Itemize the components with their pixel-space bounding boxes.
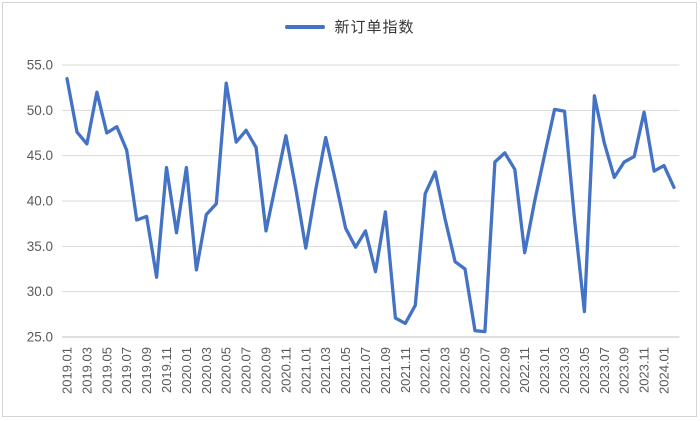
x-tick-label: 2021.01 (298, 347, 313, 394)
x-tick-label: 2020.07 (239, 347, 254, 394)
x-tick-label: 2022.03 (438, 347, 453, 394)
x-tick-label: 2022.01 (418, 347, 433, 394)
x-tick-label: 2024.01 (657, 347, 672, 394)
x-tick-label: 2020.11 (278, 347, 293, 393)
x-tick-label: 2023.03 (557, 347, 572, 394)
x-tick-label: 2023.07 (597, 347, 612, 394)
x-tick-label: 2023.09 (617, 347, 632, 394)
legend-label: 新订单指数 (334, 19, 415, 36)
x-tick-label: 2023.11 (637, 347, 652, 393)
legend-line-swatch (285, 24, 326, 29)
x-tick-label: 2022.09 (497, 347, 512, 394)
x-tick-label: 2019.03 (79, 347, 94, 394)
x-tick-label: 2019.09 (139, 347, 154, 394)
x-tick-label: 2021.09 (378, 347, 393, 394)
x-tick-label: 2021.07 (358, 347, 373, 394)
x-tick-label: 2020.09 (259, 347, 274, 394)
y-tick-label: 35.0 (27, 239, 53, 254)
y-tick-label: 25.0 (27, 330, 53, 345)
x-tick-label: 2019.11 (159, 347, 174, 393)
legend: 新订单指数 (0, 16, 700, 37)
x-tick-label: 2021.11 (398, 347, 413, 393)
x-tick-label: 2021.03 (318, 347, 333, 394)
x-tick-label: 2020.03 (199, 347, 214, 394)
gridlines (62, 64, 680, 338)
x-tick-label: 2022.11 (517, 347, 532, 393)
x-tick-label: 2021.05 (338, 347, 353, 394)
series-line-new-orders-index (65, 76, 676, 334)
x-tick-label: 2020.05 (219, 347, 234, 394)
x-tick-label: 2022.05 (458, 347, 473, 394)
y-tick-label: 45.0 (27, 148, 53, 163)
y-tick-label: 50.0 (27, 103, 53, 118)
x-tick-label: 2019.05 (99, 347, 114, 394)
y-tick-label: 40.0 (27, 194, 53, 209)
x-tick-label: 2020.01 (179, 347, 194, 394)
y-axis-tick-labels: 55.0 50.0 45.0 40.0 35.0 30.0 25.0 (27, 58, 53, 345)
x-tick-label: 2019.01 (60, 347, 75, 394)
x-axis-tick-labels: 2019.01 2019.03 2019.05 2019.07 2019.09 2019.… (60, 347, 672, 394)
x-tick-label: 2022.07 (477, 347, 492, 394)
x-tick-label: 2023.01 (537, 347, 552, 394)
x-tick-label: 2023.05 (577, 347, 592, 394)
y-tick-label: 30.0 (27, 284, 53, 299)
y-tick-label: 55.0 (27, 58, 53, 73)
x-tick-label: 2019.07 (119, 347, 134, 394)
